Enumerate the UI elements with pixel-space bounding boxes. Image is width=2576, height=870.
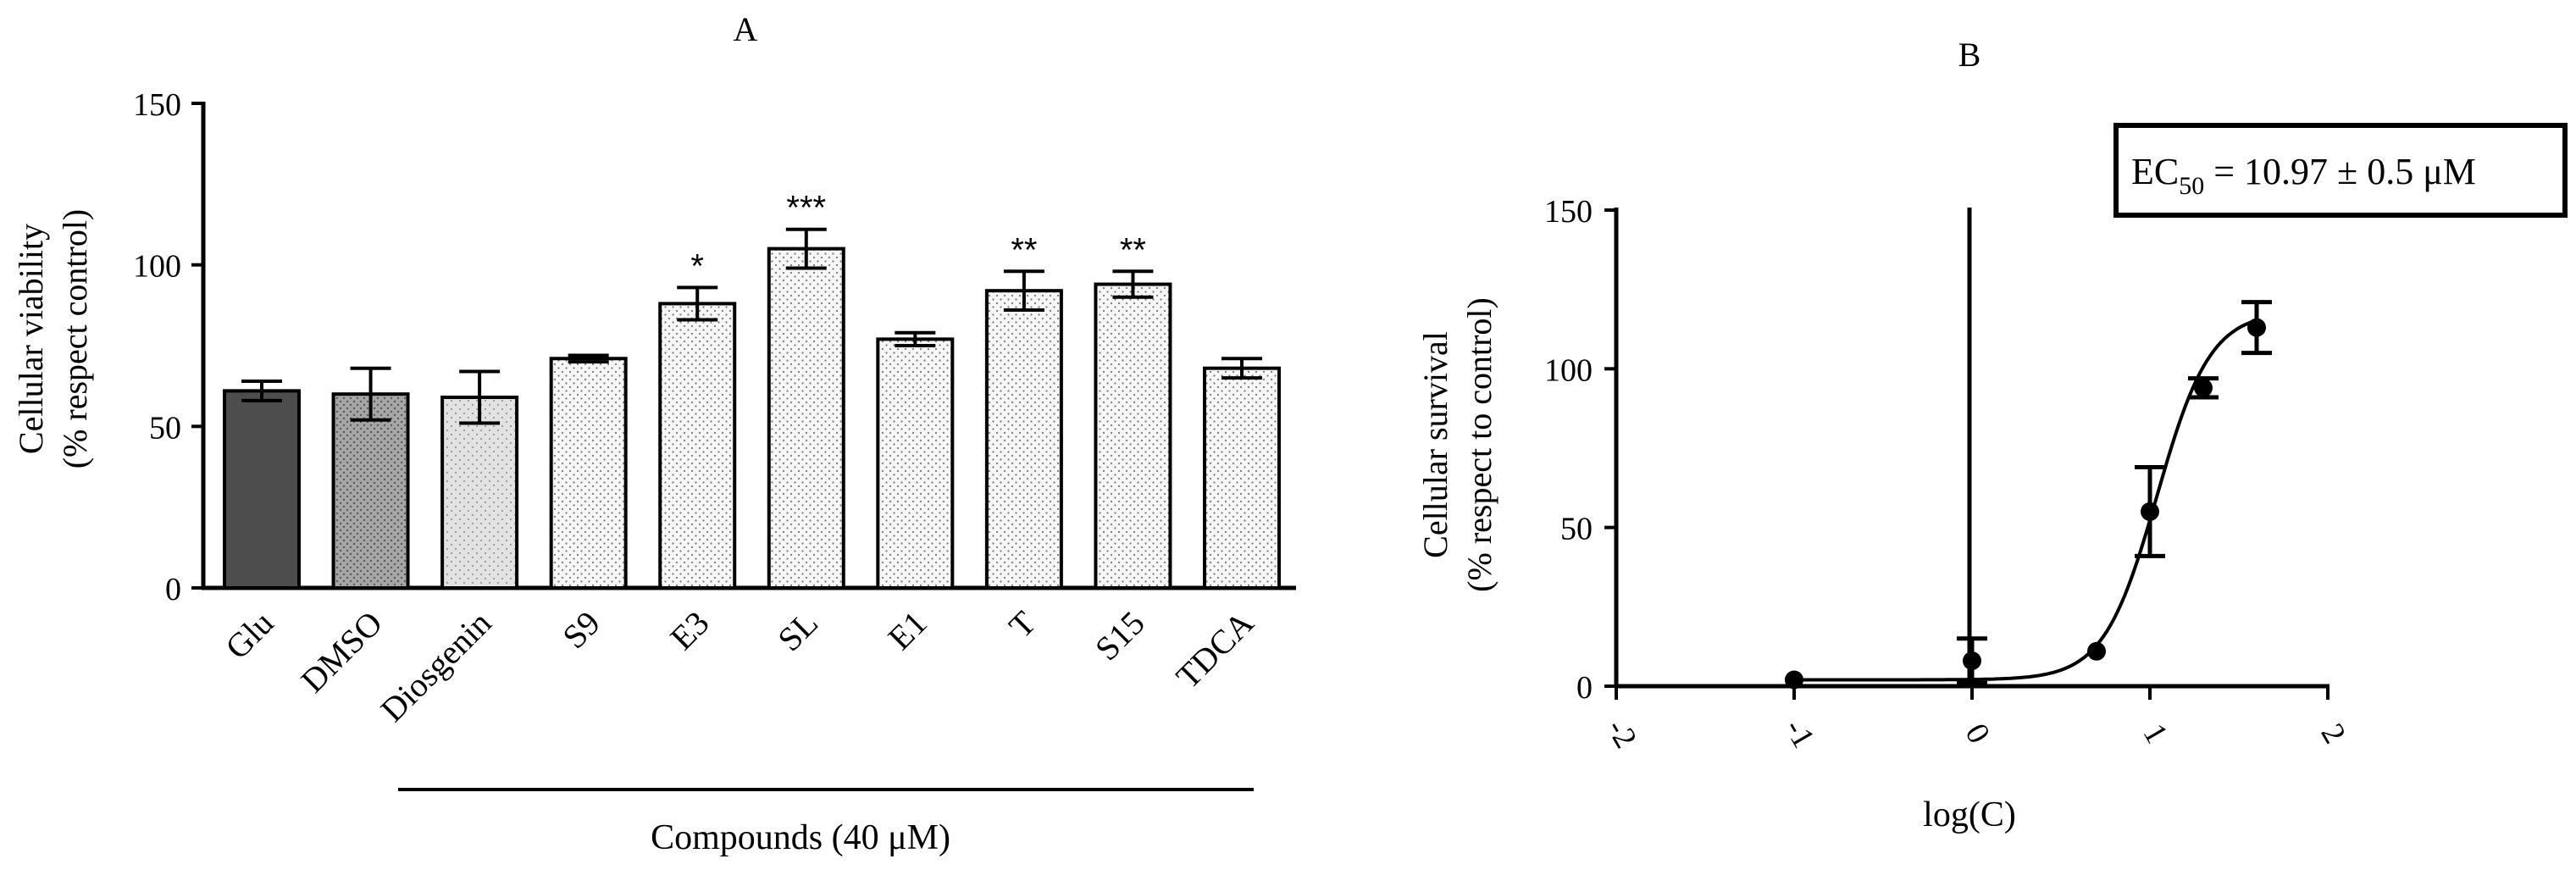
data-point — [1785, 670, 1803, 690]
data-point — [2247, 318, 2266, 337]
bar-tdca — [1203, 366, 1281, 590]
panel-b-xlabel: log(C) — [1923, 795, 2016, 834]
panel-b-ylabel-line2: (% respect to control) — [1460, 297, 1499, 592]
panel-b-xtick-label: 1 — [2136, 718, 2174, 749]
panel-a-ytick-label: 100 — [133, 249, 181, 285]
panel-b-fit-curve — [1794, 319, 2257, 682]
panel-b: B Cellular survival (% respect to contro… — [1416, 36, 2568, 834]
panel-a-ytick-label: 50 — [149, 410, 181, 446]
ec50-subscript: 50 — [2179, 172, 2204, 200]
bar-s9 — [549, 357, 628, 590]
category-label: T — [1001, 604, 1043, 646]
category-label: E3 — [662, 604, 716, 657]
category-label: Glu — [218, 604, 280, 667]
panel-a-group-label: Compounds (40 μM) — [651, 818, 950, 857]
panel-a-ytick-label: 0 — [165, 572, 181, 607]
panel-b-xtick-label: -2 — [1599, 713, 1643, 754]
panel-a: A Cellular viability (% respect control)… — [12, 10, 1296, 857]
bar-glu — [223, 389, 301, 590]
bar-e3 — [658, 302, 737, 590]
category-label: S9 — [555, 604, 607, 657]
panel-b-xtick-label: 0 — [1958, 718, 1997, 749]
data-point — [2194, 378, 2213, 397]
panel-b-ytick-label: 150 — [1544, 194, 1593, 230]
significance-marker: * — [690, 247, 704, 285]
category-label: SL — [770, 604, 825, 659]
panel-b-ec50-box — [2113, 123, 2568, 218]
bar-sl — [767, 247, 845, 590]
panel-b-ytick-label: 0 — [1576, 670, 1593, 706]
significance-marker: *** — [786, 190, 826, 227]
bar-s15 — [1094, 282, 1172, 590]
data-point — [2087, 641, 2106, 661]
bar-e1 — [876, 337, 955, 590]
panel-b-xtick-label: 2 — [2313, 718, 2352, 749]
panel-b-xtick-label: -1 — [1777, 713, 1821, 754]
category-label: S15 — [1088, 604, 1152, 668]
category-label: TDCA — [1169, 603, 1261, 695]
bar-diosgenin — [440, 396, 519, 590]
significance-marker: ** — [1120, 231, 1146, 269]
bar-t — [984, 289, 1063, 590]
category-label: DMSO — [293, 604, 390, 701]
bar-dmso — [331, 392, 410, 590]
panel-a-ylabel-line2: (% respect control) — [56, 209, 94, 469]
data-point — [1963, 651, 1981, 671]
panel-b-ec50-annotation: EC50 = 10.97 ± 0.5 μM — [2131, 151, 2476, 200]
category-label: Diosgenin — [373, 604, 498, 729]
ec50-value: = 10.97 ± 0.5 μM — [2204, 151, 2476, 192]
panel-a-title: A — [734, 10, 758, 48]
ec50-ec: EC — [2131, 151, 2179, 192]
panel-b-ytick-label: 100 — [1544, 352, 1593, 388]
panel-a-ytick-label: 150 — [133, 87, 181, 123]
panel-b-title: B — [1958, 36, 1981, 74]
panel-a-ylabel-line1: Cellular viability — [12, 224, 50, 454]
category-label: E1 — [880, 604, 933, 657]
data-point — [2141, 501, 2159, 521]
panel-b-ytick-label: 50 — [1560, 512, 1593, 547]
significance-marker: ** — [1011, 231, 1037, 269]
panel-b-ylabel-line1: Cellular survival — [1416, 331, 1454, 558]
